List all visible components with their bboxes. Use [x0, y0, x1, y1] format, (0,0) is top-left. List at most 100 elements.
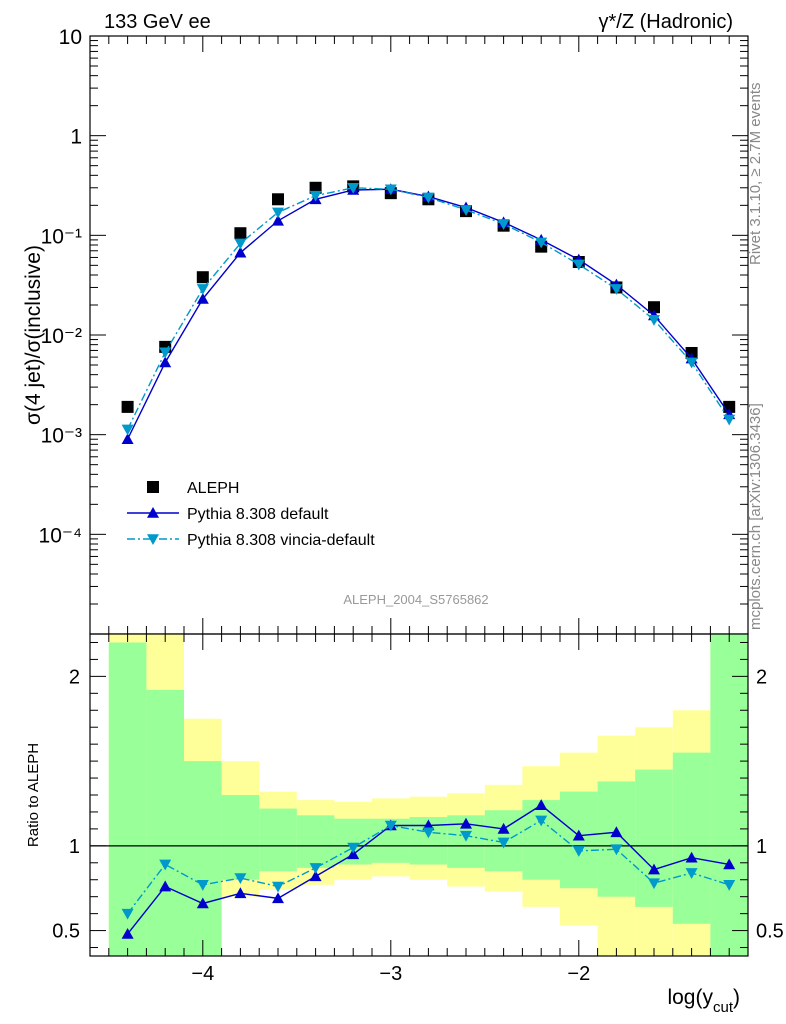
main-series-1-point	[196, 292, 209, 304]
main-series-layer	[121, 180, 736, 445]
legend: ALEPH Pythia 8.308 default Pythia 8.308 vi…	[127, 480, 375, 549]
ratio-series-0-point	[610, 826, 623, 838]
ratio-series-0-point	[159, 880, 172, 892]
main-series-line-2	[126, 187, 730, 430]
main-panel-axes: 10 1 10⁻¹ 10⁻² 10⁻³ 10⁻⁴	[39, 26, 749, 635]
ratio-band-green	[146, 689, 184, 956]
ratio-series-0-point	[347, 848, 360, 860]
main-series-2-point	[497, 219, 510, 230]
x-tick-label: −2	[567, 963, 590, 985]
x-tick-label: −3	[379, 963, 402, 985]
main-series-2-point	[234, 238, 247, 250]
ratio-band-green	[672, 752, 711, 924]
main-series-2-point	[572, 259, 585, 271]
main-series-2-point	[347, 182, 360, 194]
ratio-panel-axes: 0.5 0.5 1 1 2 2 −4 −3 −2	[52, 633, 784, 985]
ratio-series-1-point	[723, 880, 736, 891]
ratio-band-green	[259, 808, 297, 872]
main-series-line-1	[126, 188, 730, 440]
legend-marker-aleph	[147, 481, 159, 493]
ratio-y-tick-label-right: 1	[756, 836, 767, 858]
main-y-axis-label: σ(4 jet)/σ(inclusive)	[22, 245, 45, 425]
ratio-series-1-point	[535, 815, 548, 827]
rivet-version-label: Rivet 3.1.10, ≥ 2.7M events	[747, 83, 764, 266]
ratio-y-tick-label-right: 2	[756, 666, 767, 688]
ratio-band-green	[221, 795, 260, 880]
ratio-band-green	[522, 800, 560, 880]
main-y-tick-label: 10⁻⁴	[39, 524, 82, 547]
main-series-1-point	[121, 433, 134, 445]
ratio-series-1-point	[234, 873, 247, 885]
main-series-1-point	[234, 246, 247, 258]
main-series-2-point	[648, 315, 660, 326]
main-series-2-point	[272, 207, 284, 219]
main-series-2-point	[610, 284, 623, 295]
main-series-2-point	[384, 184, 397, 196]
ratio-series-0-point	[535, 799, 548, 810]
main-y-tick-label: 1	[70, 126, 82, 149]
legend-label: Pythia 8.308 default	[187, 506, 329, 523]
ratio-series-0-point	[460, 817, 472, 829]
main-series-2-point	[460, 205, 472, 216]
ratio-series-1-point	[347, 842, 360, 854]
ratio-series-1-point	[497, 837, 510, 849]
main-y-tick-label: 10⁻¹	[41, 225, 82, 248]
ratio-series-1-point	[460, 830, 472, 842]
ratio-y-tick-label-left: 1	[69, 836, 80, 858]
ratio-series-0-point	[723, 858, 736, 870]
ratio-series-1-point	[309, 863, 322, 874]
ratio-series-1-point	[572, 846, 585, 857]
ratio-series-1-point	[648, 878, 660, 890]
x-axis-label-main: log(y	[667, 986, 713, 1009]
main-series-2-point	[535, 237, 548, 249]
ratio-series-0-point	[272, 892, 284, 904]
ratio-band-green	[184, 761, 222, 956]
ratio-panel: 0.5 0.5 1 1 2 2 −4 −3 −2 Ratio to ALEPH log(ycut…	[25, 633, 784, 1016]
main-panel: 10 1 10⁻¹ 10⁻² 10⁻³ 10⁻⁴ σ(4 jet)/σ(inclusive…	[22, 26, 749, 635]
main-series-2-point	[422, 192, 435, 204]
ratio-y-tick-label-left: 2	[69, 666, 80, 688]
ratio-series-1-point	[272, 881, 284, 893]
ratio-series-1-point	[121, 908, 134, 920]
ratio-band-green	[108, 642, 147, 956]
ratio-series-1-point	[384, 820, 397, 832]
aleph-data-point	[272, 193, 284, 206]
ratio-series-1-point	[685, 868, 698, 879]
main-series-1-point	[159, 356, 172, 368]
aleph-data-point	[121, 400, 134, 413]
ratio-series-1-point	[196, 880, 209, 891]
aleph-data-point	[196, 271, 209, 284]
x-axis-label-subscript: cut	[713, 999, 734, 1016]
ratio-band-green	[296, 815, 335, 868]
ratio-series-0-point	[309, 870, 322, 882]
ratio-series-1-point	[610, 844, 623, 856]
ratio-series-0-point	[648, 863, 660, 875]
main-series-1-point	[272, 214, 284, 226]
x-tick-label: −4	[191, 963, 214, 985]
header-right-title: γ*/Z (Hadronic)	[599, 11, 733, 33]
x-axis-label: log(ycut)	[667, 986, 740, 1016]
ratio-y-tick-label-right: 0.5	[756, 921, 784, 943]
legend-label: ALEPH	[187, 480, 239, 497]
ratio-y-axis-label: Ratio to ALEPH	[25, 743, 42, 847]
ratio-y-tick-label-left: 0.5	[52, 921, 80, 943]
ratio-series-layer	[90, 799, 748, 939]
ratio-series-0-point	[572, 829, 585, 841]
legend-marker-2	[147, 534, 159, 545]
ratio-series-0-point	[685, 851, 698, 863]
main-series-2-point	[685, 357, 698, 369]
legend-marker-1	[147, 507, 159, 518]
x-axis-label-close: )	[733, 986, 740, 1009]
main-y-tick-label: 10⁻³	[41, 425, 82, 448]
aleph-data-point	[648, 301, 660, 314]
main-y-tick-label: 10⁻²	[41, 325, 82, 348]
main-series-2-point	[309, 190, 322, 202]
legend-label: Pythia 8.308 vincia-default	[187, 532, 375, 549]
main-series-2-point	[159, 347, 172, 359]
main-series-2-point	[723, 414, 736, 426]
main-series-2-point	[121, 424, 134, 436]
ratio-series-0-point	[121, 927, 134, 939]
main-y-tick-label: 10	[59, 26, 82, 49]
aleph-data-point	[309, 181, 322, 194]
